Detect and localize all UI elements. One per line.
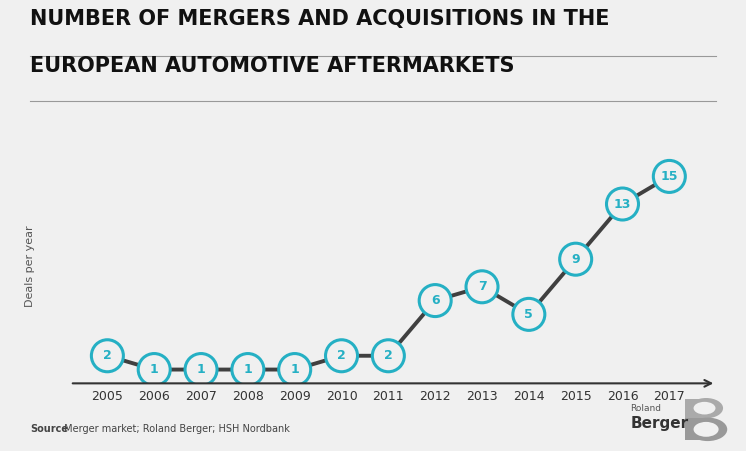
Text: NUMBER OF MERGERS AND ACQUISITIONS IN THE: NUMBER OF MERGERS AND ACQUISITIONS IN TH… [30, 9, 609, 29]
Text: 2: 2 [384, 349, 392, 362]
Text: Roland: Roland [630, 404, 662, 413]
Text: Merger market; Roland Berger; HSH Nordbank: Merger market; Roland Berger; HSH Nordba… [61, 424, 290, 434]
Ellipse shape [232, 354, 264, 386]
Ellipse shape [325, 340, 357, 372]
Text: 2: 2 [103, 349, 112, 362]
Ellipse shape [419, 285, 451, 317]
Bar [686, 418, 708, 440]
Text: 13: 13 [614, 198, 631, 211]
Ellipse shape [138, 354, 170, 386]
Ellipse shape [466, 271, 498, 303]
Text: 5: 5 [524, 308, 533, 321]
Ellipse shape [606, 188, 639, 220]
Text: 1: 1 [290, 363, 299, 376]
Text: Source: Source [30, 424, 68, 434]
Ellipse shape [688, 418, 727, 441]
Text: 15: 15 [660, 170, 678, 183]
Text: Deals per year: Deals per year [25, 226, 35, 307]
Ellipse shape [694, 402, 715, 414]
Text: 9: 9 [571, 253, 580, 266]
Text: 1: 1 [197, 363, 205, 376]
Ellipse shape [560, 243, 592, 275]
Text: EUROPEAN AUTOMOTIVE AFTERMARKETS: EUROPEAN AUTOMOTIVE AFTERMARKETS [30, 56, 514, 76]
Text: 7: 7 [477, 280, 486, 293]
Ellipse shape [653, 161, 686, 193]
Text: 1: 1 [243, 363, 252, 376]
Ellipse shape [694, 422, 718, 437]
Ellipse shape [91, 340, 123, 372]
Bar [686, 399, 706, 419]
Text: 1: 1 [150, 363, 159, 376]
Text: 6: 6 [431, 294, 439, 307]
Ellipse shape [185, 354, 217, 386]
Ellipse shape [372, 340, 404, 372]
Ellipse shape [513, 299, 545, 331]
Ellipse shape [279, 354, 310, 386]
Text: 2: 2 [337, 349, 346, 362]
Bar [686, 399, 695, 440]
Ellipse shape [689, 398, 723, 419]
Text: Berger: Berger [630, 416, 689, 431]
